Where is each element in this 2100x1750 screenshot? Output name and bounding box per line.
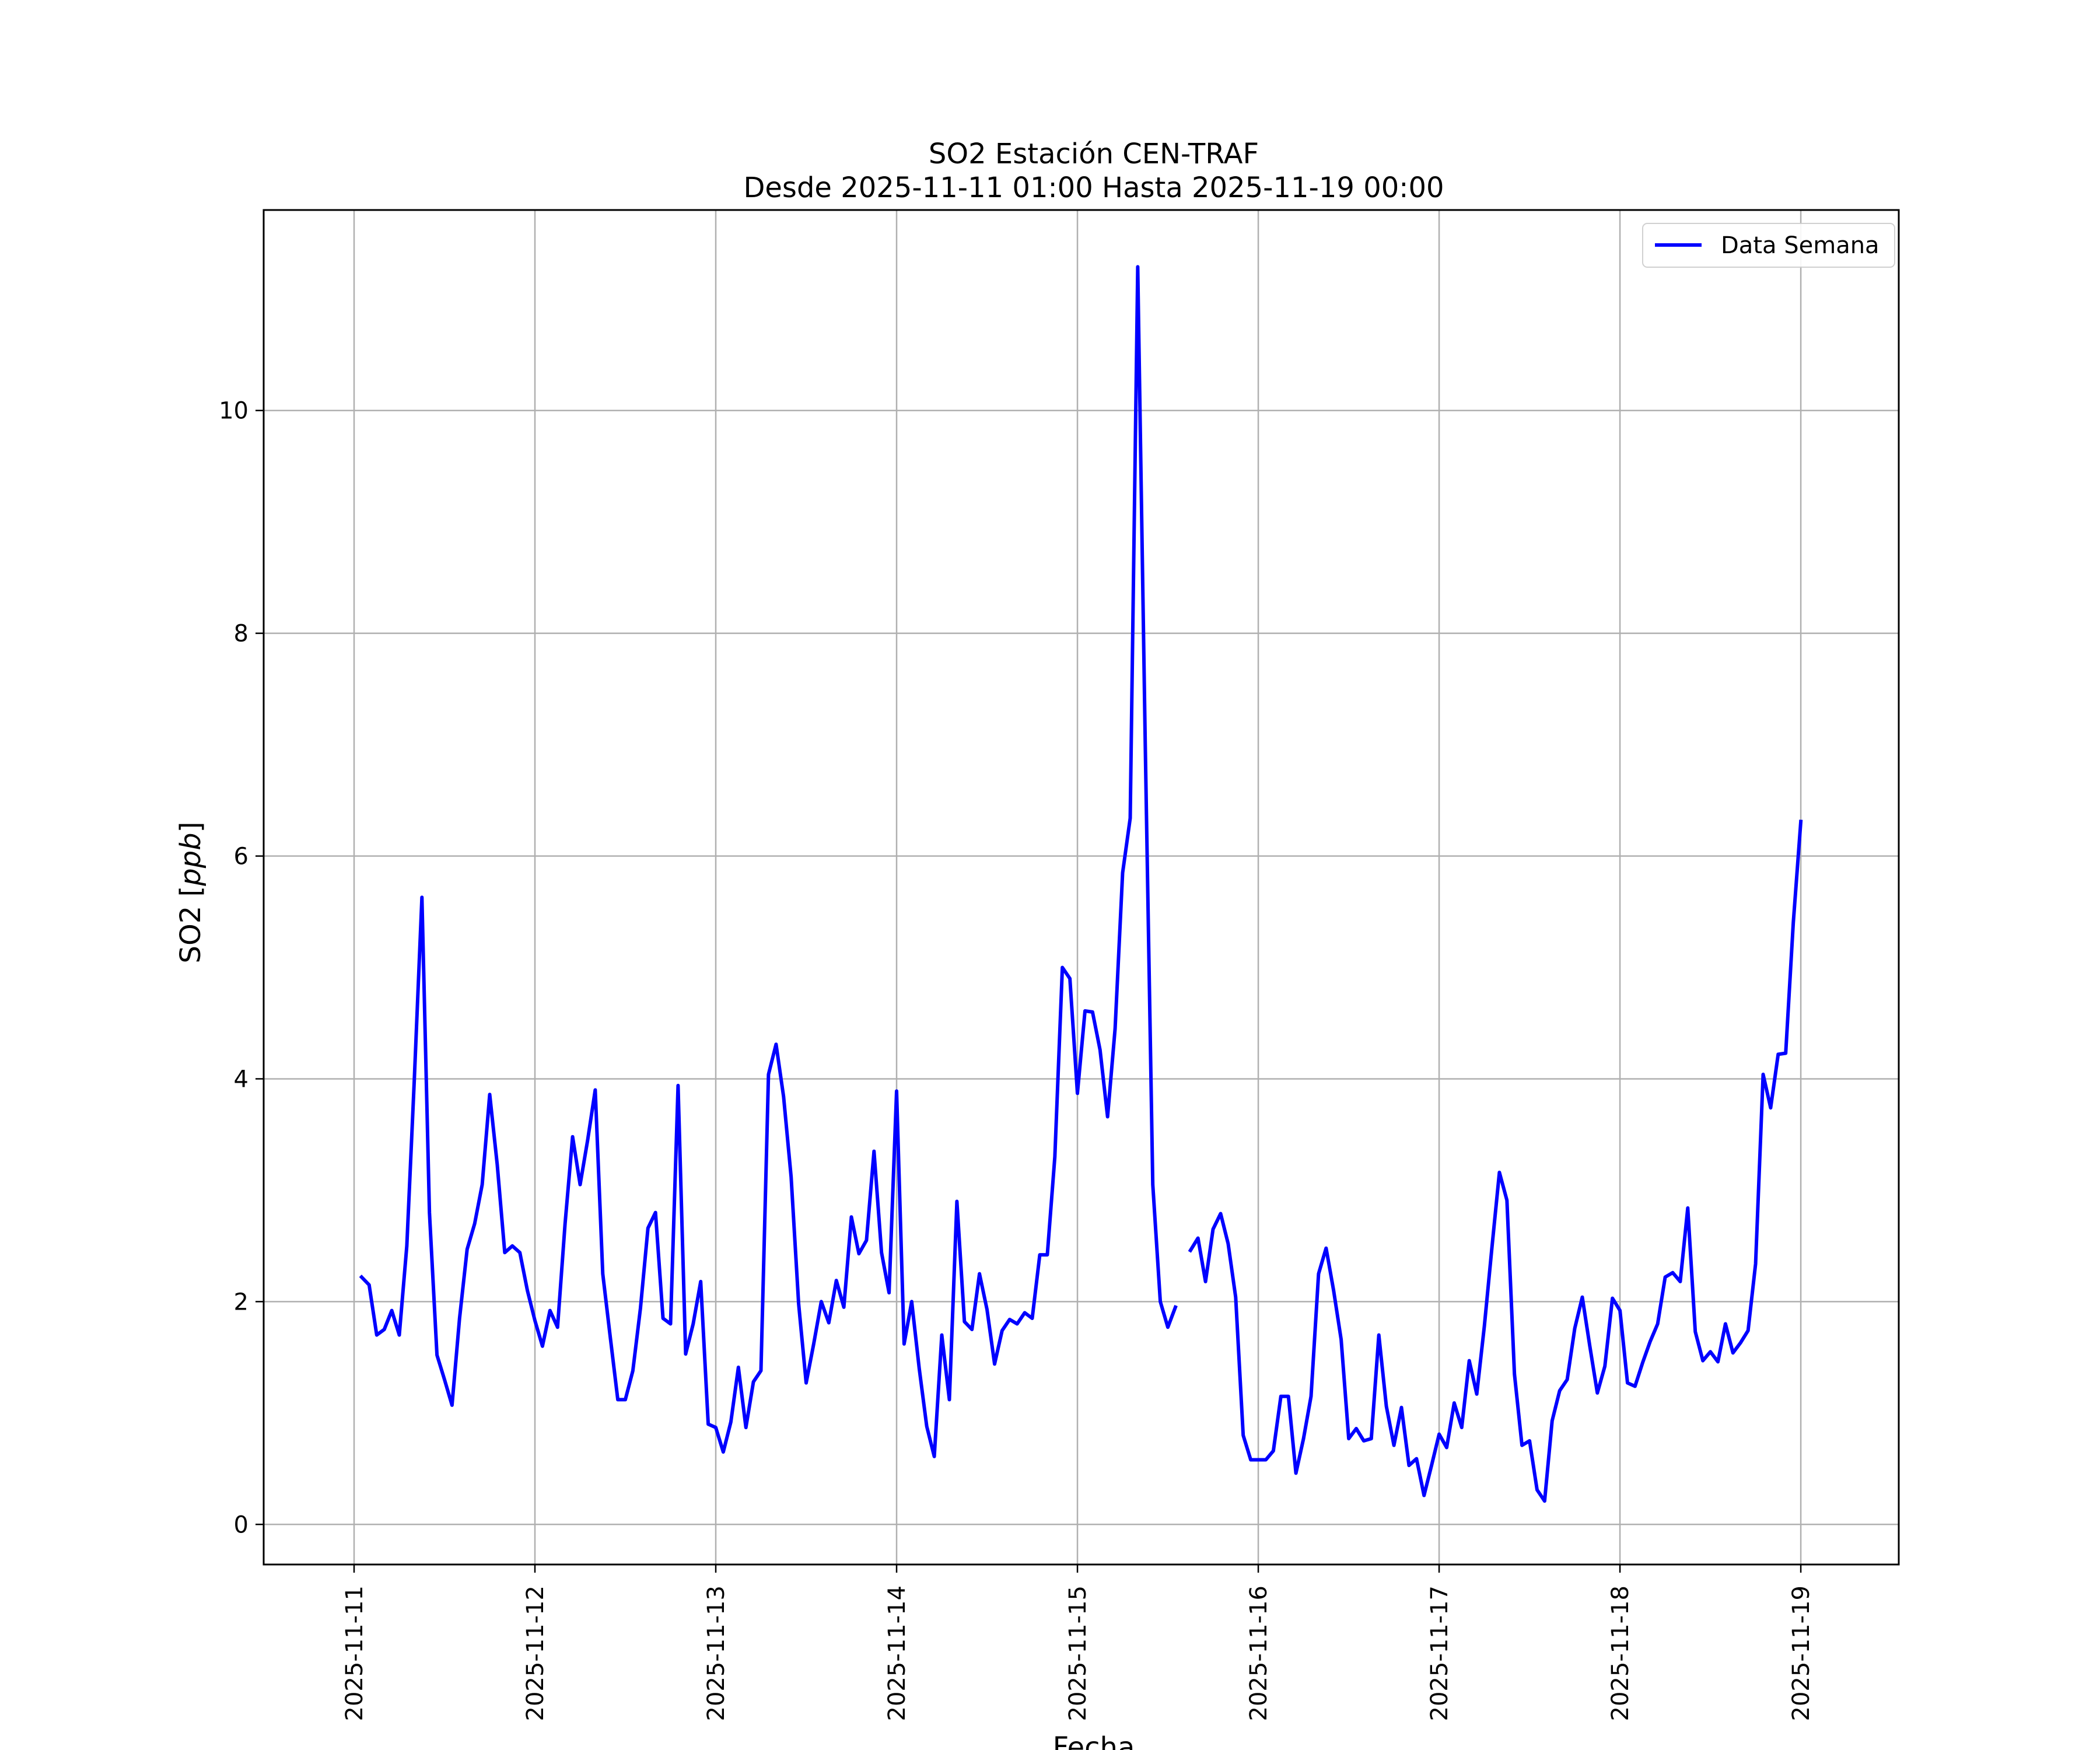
x-tick-label: 2025-11-14 xyxy=(884,1586,911,1721)
y-axis-label: SO2 [ppb] xyxy=(174,822,207,964)
plot-frame xyxy=(262,209,1900,1566)
x-axis-label: Fecha xyxy=(1053,1731,1135,1750)
legend-box xyxy=(1642,223,1895,268)
x-axis: 2025-11-11 2025-11-12 2025-11-13 2025-11-14… xyxy=(341,1564,1815,1721)
x-tick-label: 2025-11-15 xyxy=(1065,1586,1091,1721)
plot-area xyxy=(359,265,1803,1503)
y-tick-label: 4 xyxy=(234,1066,249,1093)
y-tick-label: 2 xyxy=(234,1289,249,1315)
x-tick-label: 2025-11-13 xyxy=(703,1586,730,1721)
x-tick-label: 2025-11-18 xyxy=(1607,1586,1634,1721)
x-tick-label: 2025-11-19 xyxy=(1788,1586,1815,1721)
y-axis-label-unit: ppb xyxy=(174,832,207,886)
y-tick-label: 8 xyxy=(234,621,249,648)
y-axis: 0 2 4 6 8 10 xyxy=(219,398,264,1538)
y-axis-label-end: ] xyxy=(174,822,207,833)
x-tick-label: 2025-11-16 xyxy=(1245,1586,1272,1721)
chart-title: SO2 Estación CEN-TRAF xyxy=(929,138,1259,170)
x-tick-label: 2025-11-17 xyxy=(1426,1586,1453,1721)
y-tick-label: 10 xyxy=(219,398,249,425)
x-tick-label: 2025-11-11 xyxy=(341,1586,368,1721)
legend-label-data-semana: Data Semana xyxy=(1721,232,1880,259)
series-line-data-semana xyxy=(359,265,1178,1458)
y-tick-label: 0 xyxy=(234,1511,249,1538)
grid xyxy=(264,210,1899,1564)
legend: Data Semana xyxy=(1642,223,1895,268)
chart-subtitle: Desde 2025-11-11 01:00 Hasta 2025-11-19 … xyxy=(743,172,1444,204)
y-tick-label: 6 xyxy=(234,844,249,870)
y-axis-label-main: SO2 [ xyxy=(174,886,207,964)
series-line-data-semana xyxy=(1188,820,1803,1503)
x-tick-label: 2025-11-12 xyxy=(522,1586,549,1721)
